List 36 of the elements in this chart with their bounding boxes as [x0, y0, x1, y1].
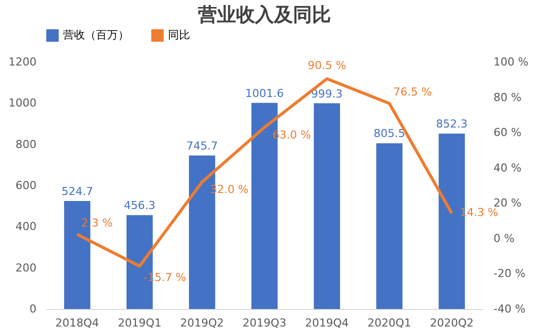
bar [314, 103, 340, 309]
data-label: 999.3 [311, 87, 343, 100]
x-tick-label: 2019Q4 [305, 316, 349, 330]
x-tick-label: 2020Q2 [430, 316, 474, 330]
x-tick-label: 2019Q3 [242, 316, 286, 330]
y-tick-label: 800 [16, 138, 36, 151]
y2-tick-label: 20 % [494, 196, 522, 210]
y-tick-label: 600 [16, 179, 36, 192]
legend-label: 营收（百万） [63, 28, 129, 42]
data-label: 90.5 % [308, 58, 346, 72]
data-label: 1001.6 [245, 86, 284, 100]
chart-title: 营业收入及同比 [197, 4, 331, 26]
data-label: 805.5 [374, 127, 406, 140]
x-tick-label: 2019Q1 [118, 316, 162, 330]
y2-tick-label: 40 % [494, 161, 522, 174]
legend-label: 同比 [168, 28, 190, 42]
data-label: 456.3 [124, 199, 156, 212]
data-label: 524.7 [61, 185, 93, 198]
x-tick-label: 2020Q1 [368, 316, 412, 330]
y-tick-label: 1000 [8, 96, 36, 110]
y-tick-label: 0 [30, 302, 36, 316]
y-tick-label: 1200 [8, 56, 36, 68]
y2-tick-label: 100 % [494, 56, 528, 68]
bar [376, 143, 402, 309]
y2-tick-label: -20 % [494, 267, 526, 280]
data-label: 852.3 [436, 118, 468, 131]
y2-tick-label: 0 % [494, 232, 514, 245]
y-tick-label: 200 [16, 261, 36, 274]
y2-tick-label: 80 % [494, 90, 522, 104]
data-label: 745.7 [186, 140, 218, 153]
x-tick-label: 2018Q4 [55, 316, 100, 330]
y-tick-label: 400 [16, 220, 36, 234]
data-label: 76.5 % [393, 85, 432, 98]
y2-tick-label: -40 % [494, 302, 526, 316]
y2-tick-label: 60 % [494, 126, 522, 140]
x-tick-label: 2019Q2 [180, 316, 224, 330]
